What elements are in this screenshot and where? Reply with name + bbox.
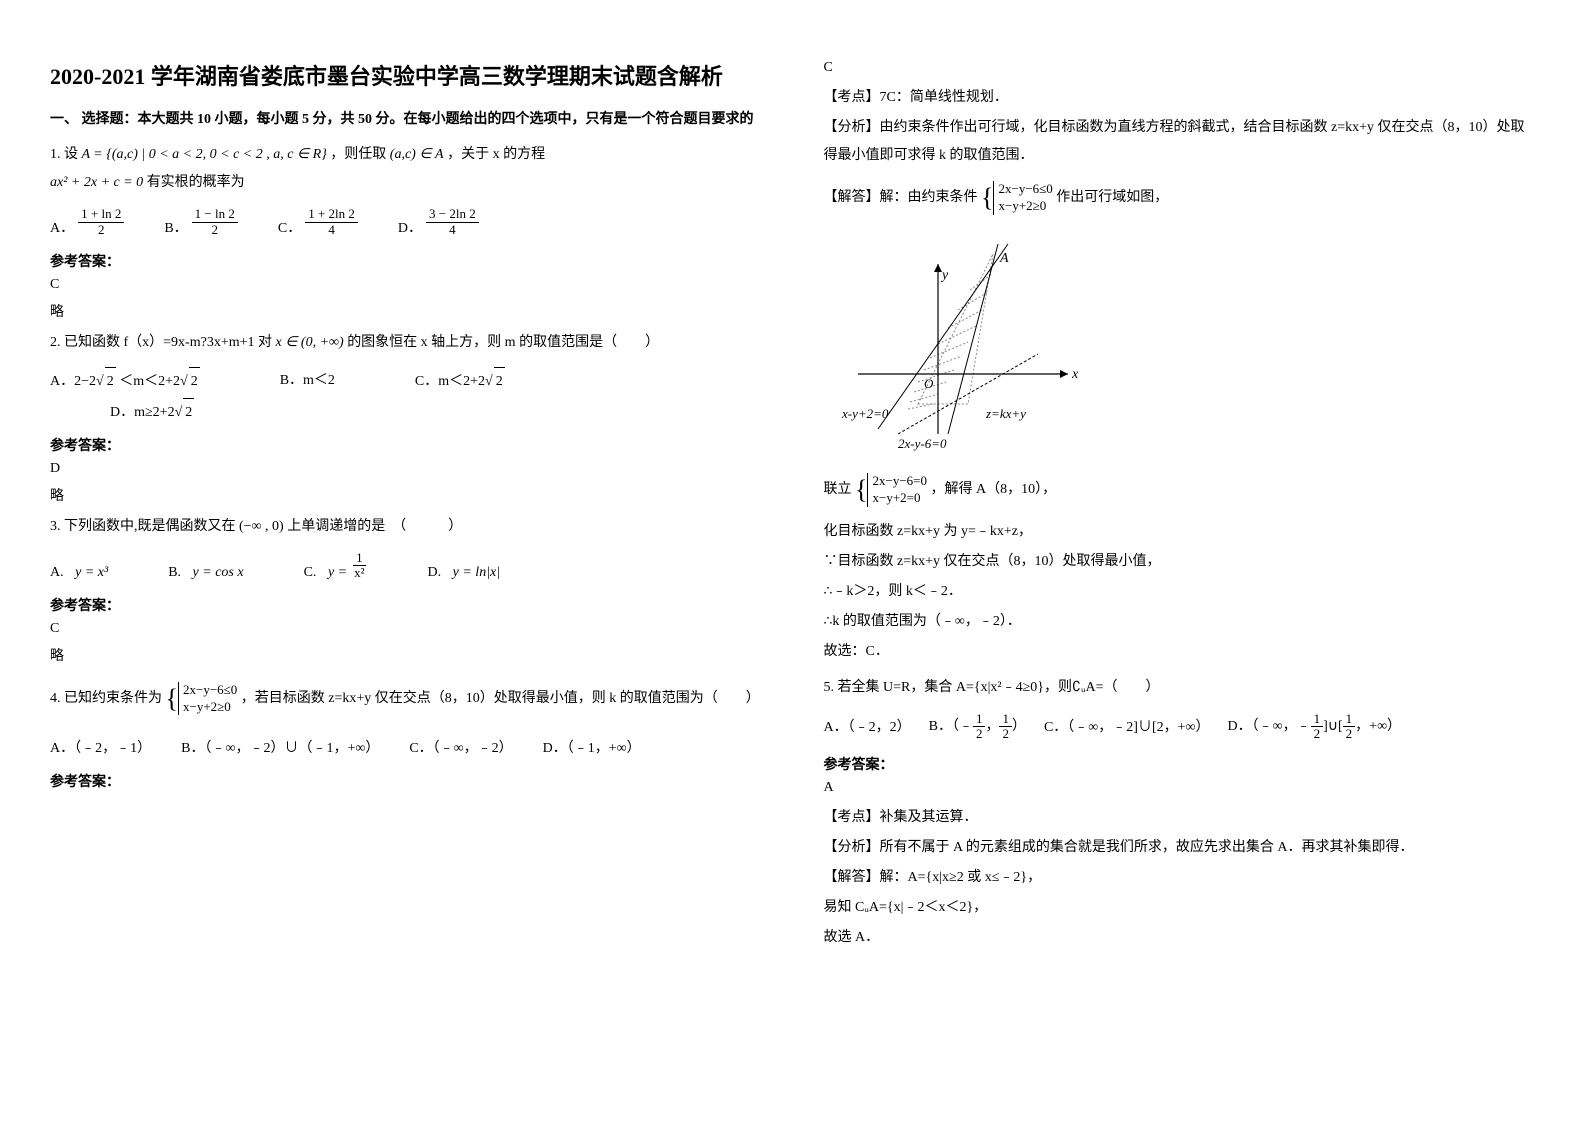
q4-line5: 故选：C． xyxy=(824,638,1538,666)
q4-answer-label: 参考答案： xyxy=(50,771,764,791)
q4-jd: 【解答】解：由约束条件 { 2x−y−6≤0x−y+2≥0 作出可行域如图， xyxy=(824,172,1538,224)
question-1: 1. 设 A = {(a,c) | 0 < a < 2, 0 < c < 2 ,… xyxy=(50,141,764,197)
q1-note: 略 xyxy=(50,301,764,321)
question-4: 4. 已知约束条件为 { 2x−y−6≤0x−y+2≥0 ，若目标函数 z=kx… xyxy=(50,673,764,725)
q3-opt-c: C. y = 1x² xyxy=(304,551,368,581)
q3-opt-a: A. y = x³ xyxy=(50,565,108,581)
exam-title: 2020-2021 学年湖南省娄底市墨台实验中学高三数学理期末试题含解析 xyxy=(50,60,764,93)
q1-opt-a: A．1 + ln 22 xyxy=(50,207,124,237)
q1-set: A = {(a,c) | 0 < a < 2, 0 < c < 2 , a, c… xyxy=(82,147,327,162)
q5-line1: 易知 CᵤA={x|﹣2＜x＜2}， xyxy=(824,894,1538,922)
graph-x-label: x xyxy=(1071,367,1079,382)
q1-eq: ax² + 2x + c = 0 xyxy=(50,175,143,190)
q2-prefix: 2. 已知函数 f（x）=9x-m?3x+m+1 对 xyxy=(50,335,272,350)
q4-jd-cases: { 2x−y−6≤0x−y+2≥0 xyxy=(981,172,1053,224)
q2-domain: x ∈ (0, +∞) xyxy=(276,335,344,350)
q1-options: A．1 + ln 22 B．1 − ln 22 C．1 + 2ln 24 D．3… xyxy=(50,207,764,237)
q4-prefix: 4. 已知约束条件为 xyxy=(50,691,162,706)
graph-o-label: O xyxy=(924,376,934,391)
q1-opt-c: C．1 + 2ln 24 xyxy=(278,207,358,237)
q1-opt-b: B．1 − ln 22 xyxy=(164,207,238,237)
q2-opt-a: A．2−2√2 ＜m＜2+2√2 xyxy=(50,367,200,396)
right-column: C 【考点】7C：简单线性规划． 【分析】由约束条件作出可行域，化目标函数为直线… xyxy=(824,60,1538,1062)
q4-line1: 化目标函数 z=kx+y 为 y=﹣kx+z， xyxy=(824,518,1538,546)
q5-jd: 【解答】解：A={x|x≥2 或 x≤﹣2}， xyxy=(824,864,1538,892)
question-5: 5. 若全集 U=R，集合 A={x|x²﹣4≥0}，则∁ᵤA=（ ） xyxy=(824,674,1538,702)
q4-solve: 联立 { 2x−y−6=0x−y+2=0 ，解得 A（8，10）， xyxy=(824,464,1538,516)
q5-opt-a: A．（﹣2，2） xyxy=(824,714,911,742)
q1-mid: ，则任取 xyxy=(330,147,386,162)
q4-opt-a: A．（﹣2，﹣1） xyxy=(50,735,151,763)
q3-options: A. y = x³ B. y = cos x C. y = 1x² D. y =… xyxy=(50,551,764,581)
graph-l1-label: x-y+2=0 xyxy=(841,406,889,421)
graph-l2-label: z=kx+y xyxy=(985,406,1026,421)
q1-answer: C xyxy=(50,277,764,293)
q2-note: 略 xyxy=(50,485,764,505)
q1-opt-d: D．3 − 2ln 24 xyxy=(398,207,479,237)
section-1-header: 一、 选择题：本大题共 10 小题，每小题 5 分，共 50 分。在每小题给出的… xyxy=(50,109,764,131)
exam-page: 2020-2021 学年湖南省娄底市墨台实验中学高三数学理期末试题含解析 一、 … xyxy=(0,0,1587,1122)
q2-opt-d: D．m≥2+2√2 xyxy=(110,405,194,420)
q4-opt-d: D．（﹣1，+∞） xyxy=(543,735,641,763)
q2-options-row1: A．2−2√2 ＜m＜2+2√2 B．m＜2 C．m＜2+2√2 xyxy=(50,367,764,396)
q1-mid2: ，关于 x 的方程 xyxy=(447,147,545,162)
q4-suffix: ，若目标函数 z=kx+y 仅在交点（8，10）处取得最小值，则 k 的取值范围… xyxy=(241,691,760,706)
q2-options-row2: D．m≥2+2√2 xyxy=(50,398,764,427)
left-column: 2020-2021 学年湖南省娄底市墨台实验中学高三数学理期末试题含解析 一、 … xyxy=(50,60,764,1062)
graph-l3-label: 2x-y-6=0 xyxy=(898,436,947,451)
q4-cases: { 2x−y−6≤0x−y+2≥0 xyxy=(166,673,238,725)
q3-answer-label: 参考答案： xyxy=(50,595,764,615)
q4-line4: ∴k 的取值范围为（﹣∞，﹣2）． xyxy=(824,608,1538,636)
q5-kd: 【考点】补集及其运算． xyxy=(824,804,1538,832)
q3-note: 略 xyxy=(50,645,764,665)
q3-answer: C xyxy=(50,621,764,637)
q4-line3: ∴﹣k＞2，则 k＜﹣2． xyxy=(824,578,1538,606)
q1-pair: (a,c) ∈ A xyxy=(390,147,444,162)
q5-answer-label: 参考答案： xyxy=(824,754,1538,774)
q4-line2: ∵目标函数 z=kx+y 仅在交点（8，10）处取得最小值， xyxy=(824,548,1538,576)
feasible-region-graph: y x A O x-y+2=0 z=kx+y 2x-y-6=0 xyxy=(838,234,1098,454)
q4-fx: 【分析】由约束条件作出可行域，化目标函数为直线方程的斜截式，结合目标函数 z=k… xyxy=(824,114,1538,170)
q1-suffix: 有实根的概率为 xyxy=(147,175,245,190)
q5-line2: 故选 A． xyxy=(824,924,1538,952)
q4-solve-cases: { 2x−y−6=0x−y+2=0 xyxy=(855,464,927,516)
q4-opt-b: B．（﹣∞，﹣2）∪（﹣1，+∞） xyxy=(181,735,379,763)
q5-opt-d: D．（﹣∞，﹣12]∪[12，+∞） xyxy=(1228,712,1402,742)
q4-opt-c: C．（﹣∞，﹣2） xyxy=(409,735,512,763)
q2-answer: D xyxy=(50,461,764,477)
q4-kd: 【考点】7C：简单线性规划． xyxy=(824,84,1538,112)
q3-opt-b: B. y = cos x xyxy=(168,565,243,581)
q5-opt-b: B．（﹣12，12） xyxy=(929,712,1026,742)
graph-y-label: y xyxy=(940,268,949,283)
q4-options: A．（﹣2，﹣1） B．（﹣∞，﹣2）∪（﹣1，+∞） C．（﹣∞，﹣2） D．… xyxy=(50,735,764,763)
graph-a-label: A xyxy=(999,251,1009,266)
q1-answer-label: 参考答案： xyxy=(50,251,764,271)
q2-answer-label: 参考答案： xyxy=(50,435,764,455)
q1-prefix: 1. 设 xyxy=(50,147,78,162)
q5-options: A．（﹣2，2） B．（﹣12，12） C．（﹣∞，﹣2]∪[2，+∞） D．（… xyxy=(824,712,1538,742)
q4-answer: C xyxy=(824,60,1538,76)
q2-opt-c: C．m＜2+2√2 xyxy=(415,367,505,396)
q2-opt-b: B．m＜2 xyxy=(280,367,335,396)
q2-suffix: 的图象恒在 x 轴上方，则 m 的取值范围是（ ） xyxy=(347,335,659,350)
q5-answer: A xyxy=(824,780,1538,796)
question-3: 3. 下列函数中,既是偶函数又在 (−∞ , 0) 上单调递增的是 （ ） xyxy=(50,513,764,541)
q3-opt-d: D. y = ln|x| xyxy=(428,565,501,581)
q5-opt-c: C．（﹣∞，﹣2]∪[2，+∞） xyxy=(1044,714,1210,742)
q5-fx: 【分析】所有不属于 A 的元素组成的集合就是我们所求，故应先求出集合 A．再求其… xyxy=(824,834,1538,862)
question-2: 2. 已知函数 f（x）=9x-m?3x+m+1 对 x ∈ (0, +∞) 的… xyxy=(50,329,764,357)
